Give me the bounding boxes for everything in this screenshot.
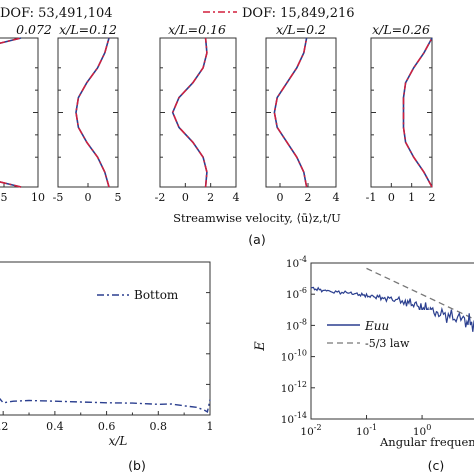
panel-c-xtick-label: 10-2 [300,423,321,438]
panel-a-xtick-label: -2 [155,191,166,204]
panel-a-station-4: x/L=0.26 -1 0 1 2 [366,22,436,204]
panel-c-ytick-label: 10-6 [286,286,307,301]
panel-a-frame [57,37,119,188]
panel-b-plot: .2 0.4 0.6 0.8 1 Bottom x/L (b) [0,261,214,473]
panel-c-frame [310,262,474,420]
panel-a-xtick-label: 1 [408,191,415,204]
panel-b-xtick-label: 0.8 [150,420,168,433]
panel-a-profile-dof-15m [0,37,22,188]
panel-c-xtick-label: 100 [413,423,431,438]
panel-b-xticks: .2 0.4 0.6 0.8 1 [0,292,214,433]
panel-c-five-thirds-law-line [366,267,474,320]
panel-b-xtick-label: 1 [207,420,214,433]
panel-c-xtick-label: 10-1 [356,423,377,438]
panel-a-xtick-label: -5 [53,191,64,204]
panel-c-ytick-label: 10-12 [281,380,307,395]
panel-a-xlabel: Streamwise velocity, ⟨ū⟩z,t/U [173,211,341,225]
panel-a-xtick-label: 0 [277,191,284,204]
panel-b-bottom-series-line [0,397,211,413]
panel-a-profile-dof-15m [75,37,110,188]
panel-a-station-2: x/L=0.16 -2 0 2 4 [155,22,240,204]
panel-c-ytick-label: 10-4 [286,255,307,270]
panel-c-ylabel: E [253,341,268,352]
panel-c-legend-euu-label: Euu [364,319,389,333]
panel-a-xtick-label: 4 [233,191,240,204]
panel-b-xtick-label: .2 [0,420,8,433]
panel-a-frame [370,37,433,188]
top-legend: DOF: 53,491,104 DOF: 15,849,216 [0,6,355,21]
panel-a-profile-dof-53m [273,37,308,188]
panel-c-xlabel: Angular frequency [379,435,474,449]
panel-a-profile-dof-15m [402,37,433,188]
panel-a-xtick-label: 0 [182,191,189,204]
panel-a-profile-dof-53m [0,37,22,188]
panel-c-ytick-label: 10-8 [286,317,307,332]
panel-a-xtick-label: 10 [31,191,45,204]
panel-a-title: x/L=0.12 [59,22,117,37]
panel-a-station-3: x/L=0.2 0 2 4 [265,22,340,204]
panel-b-xtick-label: 0.4 [46,420,64,433]
panel-a-frame [0,37,39,188]
panel-a-station-1: x/L=0.12 -5 0 5 [53,22,122,204]
panel-a-caption: (a) [248,232,265,247]
panel-b-xtick-label: 0.6 [98,420,116,433]
panel-a-xtick-label: 2 [429,191,436,204]
panel-c-legend-box [321,310,431,352]
panel-b-frame [0,261,211,416]
panel-a-profile-dof-15m [171,37,208,188]
panel-a-xtick-label: 2 [305,191,312,204]
panel-a-title: x/L=0.16 [168,22,226,37]
panel-a-title: x/L=0.26 [372,22,430,37]
panel-c-ytick-label: 10-14 [281,411,307,426]
panel-b-legend-label: Bottom [134,288,179,302]
panel-c-legend-law-label: -5/3 law [365,337,410,350]
panel-c-caption: (c) [428,458,445,473]
panel-c-euu-line [310,286,474,332]
panel-a-profile-dof-53m [171,37,208,188]
panel-a-profile-dof-53m [75,37,110,188]
panel-a-frame [159,37,237,188]
panel-c-ytick-label: 10-10 [281,349,307,364]
panel-a-title: x/L=0.2 [276,22,326,37]
panel-a-xtick-label: 0 [85,191,92,204]
panel-a-title: 0.072 [16,22,52,37]
panel-a-station-0: 0.072 5 10 [0,22,52,204]
panel-a-xtick-label: 0 [388,191,395,204]
panel-a-xtick-label: 5 [115,191,122,204]
panel-a-xtick-label: -1 [366,191,377,204]
panel-b-caption: (b) [128,458,146,473]
panel-a-xtick-label: 4 [333,191,340,204]
panel-a-xtick-label: 2 [207,191,214,204]
panel-a-profile-dof-15m [273,37,308,188]
legend-label-dof-53m: DOF: 53,491,104 [0,6,113,21]
legend-label-dof-15m: DOF: 15,849,216 [242,6,355,21]
panel-b-xlabel: x/L [109,434,128,448]
panel-a-xtick-label: 5 [1,191,8,204]
